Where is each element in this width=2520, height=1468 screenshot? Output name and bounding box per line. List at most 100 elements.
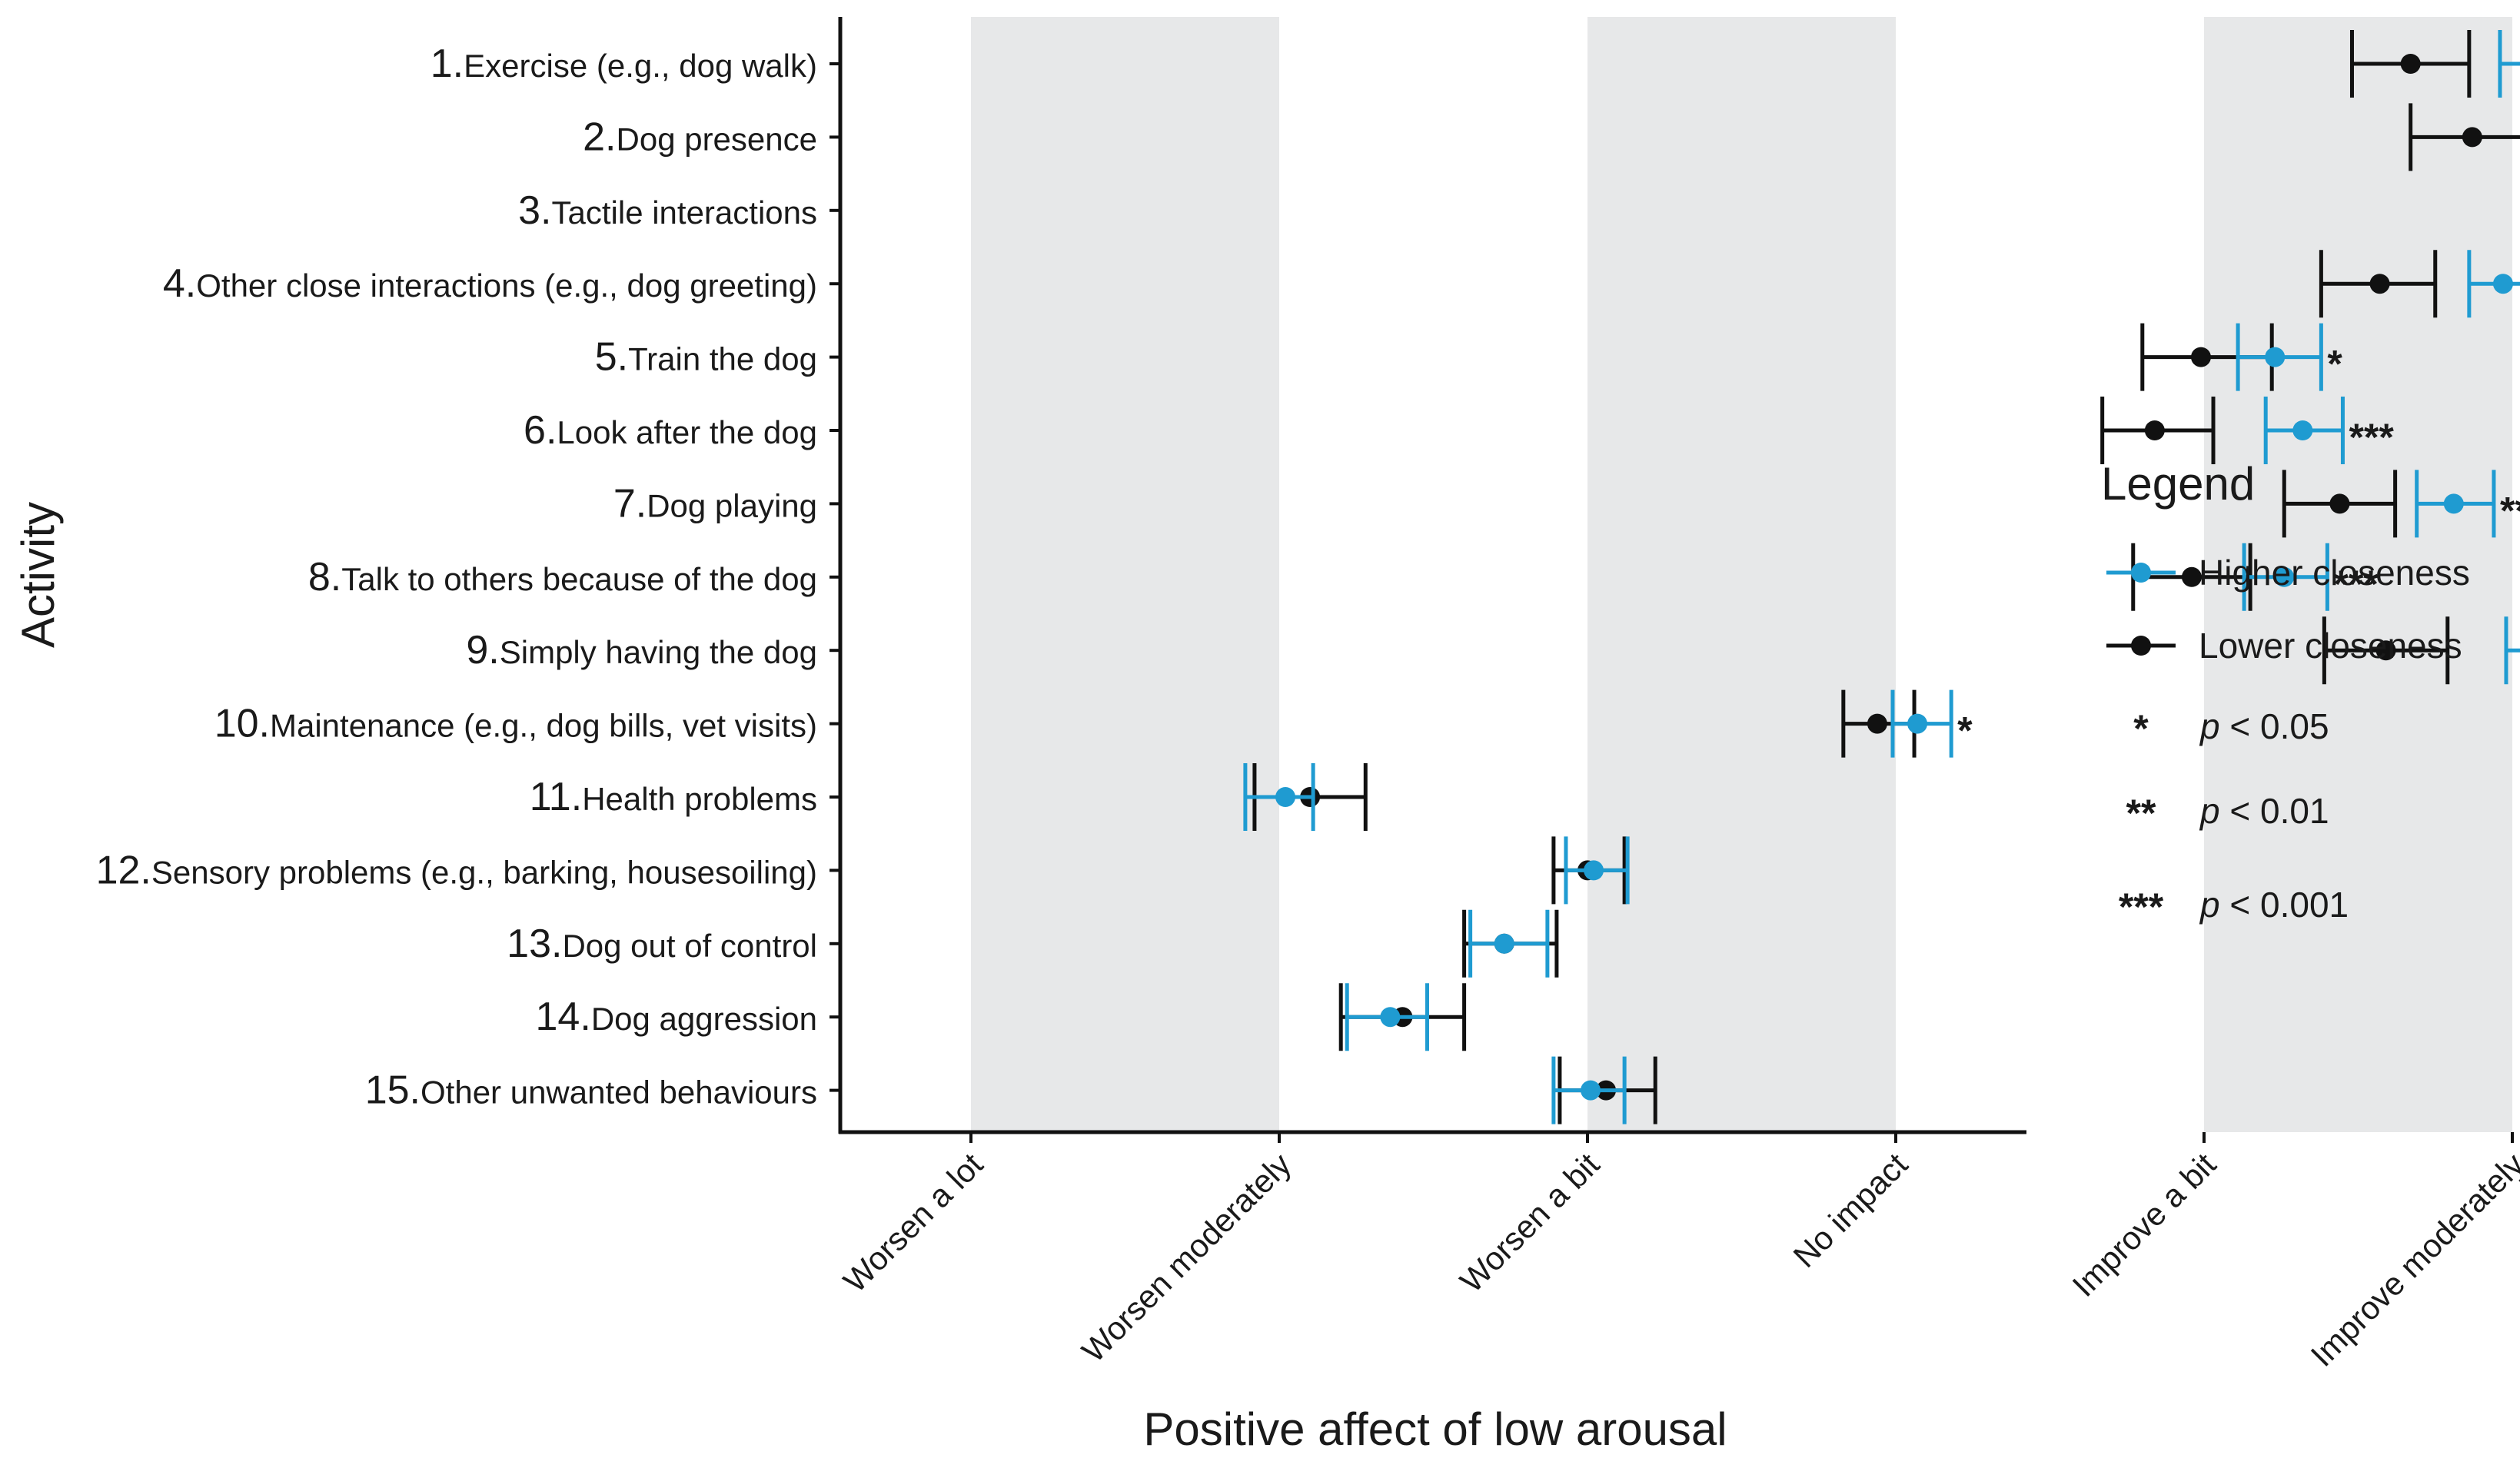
activity-number: 5. bbox=[595, 335, 628, 380]
data-point bbox=[1867, 713, 1887, 734]
y-axis-title: Activity bbox=[12, 502, 64, 648]
p-threshold: < 0.001 bbox=[2220, 885, 2349, 925]
data-point bbox=[2292, 420, 2313, 440]
y-tick-label: 7.Dog playing bbox=[613, 481, 817, 526]
activity-label: Dog playing bbox=[647, 487, 817, 523]
activity-label: Tactile interactions bbox=[552, 194, 818, 231]
activity-label: Health problems bbox=[582, 781, 817, 817]
y-tick-label: 2.Dog presence bbox=[583, 115, 817, 159]
shaded-band bbox=[1587, 17, 1896, 1132]
activity-label: Other unwanted behaviours bbox=[421, 1074, 817, 1111]
y-tick-label: 12.Sensory problems (e.g., barking, hous… bbox=[96, 848, 817, 892]
activity-number: 9. bbox=[466, 628, 499, 673]
p-symbol: p bbox=[2199, 791, 2220, 831]
activity-number: 14. bbox=[536, 995, 591, 1039]
activity-label: Maintenance (e.g., dog bills, vet visits… bbox=[270, 708, 817, 744]
data-point bbox=[1907, 713, 1928, 734]
legend-title: Legend bbox=[2101, 458, 2255, 510]
y-tick-label: 10.Maintenance (e.g., dog bills, vet vis… bbox=[214, 702, 817, 746]
p-symbol: p bbox=[2199, 885, 2220, 925]
y-tick-label: 3.Tactile interactions bbox=[518, 188, 817, 233]
data-point bbox=[2492, 274, 2513, 294]
activity-number: 3. bbox=[518, 188, 551, 233]
activity-number: 6. bbox=[524, 408, 557, 453]
data-point bbox=[1584, 860, 1604, 881]
legend-stars: ** bbox=[2126, 792, 2156, 835]
y-tick-label: 14.Dog aggression bbox=[536, 995, 817, 1039]
data-point bbox=[2190, 347, 2211, 367]
activity-number: 12. bbox=[96, 848, 151, 892]
activity-number: 7. bbox=[613, 481, 647, 526]
x-axis-tick-labels: Worsen a lot Worsen moderately Worsen a bi… bbox=[836, 1146, 2520, 1373]
x-tick-label: Worsen a lot bbox=[836, 1146, 990, 1300]
activity-label: Dog aggression bbox=[591, 1001, 817, 1037]
activity-number: 2. bbox=[583, 115, 616, 159]
p-threshold: < 0.05 bbox=[2220, 706, 2329, 746]
legend-stars: *** bbox=[2119, 885, 2164, 928]
background-bands bbox=[971, 17, 2512, 1132]
legend: Legend Higher closeness Lower closeness *… bbox=[2101, 458, 2470, 928]
activity-label: Look after the dog bbox=[557, 414, 817, 450]
data-point bbox=[2375, 640, 2396, 661]
data-point bbox=[2144, 420, 2165, 440]
significance-marker: *** bbox=[2500, 489, 2520, 532]
data-point bbox=[2181, 566, 2202, 587]
legend-series-label: Higher closeness bbox=[2199, 553, 2470, 593]
data-point bbox=[2265, 347, 2286, 367]
activity-number: 4. bbox=[163, 261, 196, 306]
significance-marker: * bbox=[1957, 709, 1973, 752]
data-point bbox=[1581, 1080, 1601, 1101]
activity-number: 13. bbox=[507, 922, 562, 966]
data-point bbox=[2274, 566, 2295, 587]
legend-key-point bbox=[2131, 563, 2151, 583]
data-point bbox=[2462, 127, 2482, 148]
activity-number: 10. bbox=[214, 702, 270, 746]
activity-label: Sensory problems (e.g., barking, houseso… bbox=[151, 854, 817, 890]
data-point bbox=[1275, 787, 1296, 807]
y-tick-label: 1.Exercise (e.g., dog walk) bbox=[431, 42, 817, 86]
significance-stars: ************************** bbox=[1957, 343, 2520, 752]
activity-label: Train the dog bbox=[628, 341, 817, 377]
data-point bbox=[1494, 933, 1514, 954]
y-tick-label: 5.Train the dog bbox=[595, 335, 817, 380]
shaded-band bbox=[971, 17, 1279, 1132]
legend-pvalue-label: p < 0.05 bbox=[2199, 706, 2329, 746]
activity-number: 1. bbox=[431, 42, 464, 86]
data-point bbox=[2329, 493, 2350, 514]
data-point bbox=[2443, 493, 2464, 514]
p-symbol: p bbox=[2199, 706, 2220, 746]
y-axis-tick-labels: 1.Exercise (e.g., dog walk) 2.Dog presenc… bbox=[96, 42, 817, 1113]
activity-label: Talk to others because of the dog bbox=[341, 561, 817, 597]
data-point bbox=[1380, 1007, 1401, 1028]
significance-marker: * bbox=[2327, 343, 2342, 386]
activity-label: Simply having the dog bbox=[500, 634, 817, 670]
activity-label: Exercise (e.g., dog walk) bbox=[464, 48, 817, 84]
x-tick-label: No impact bbox=[1786, 1146, 1914, 1274]
p-threshold: < 0.01 bbox=[2220, 791, 2329, 831]
y-tick-label: 9.Simply having the dog bbox=[466, 628, 817, 673]
y-tick-label: 11.Health problems bbox=[530, 775, 817, 819]
activity-number: 8. bbox=[308, 555, 341, 599]
legend-series-label: Lower closeness bbox=[2199, 626, 2462, 666]
x-tick-label: Worsen a bit bbox=[1453, 1146, 1607, 1300]
y-tick-label: 8.Talk to others because of the dog bbox=[308, 555, 817, 599]
axes bbox=[829, 17, 2514, 1143]
x-tick-label: Improve a bit bbox=[2065, 1146, 2222, 1304]
x-axis-title: Positive affect of low arousal bbox=[1143, 1403, 1727, 1455]
y-tick-label: 4.Other close interactions (e.g., dog gr… bbox=[163, 261, 817, 306]
significance-marker: *** bbox=[2349, 416, 2394, 459]
activity-label: Dog out of control bbox=[562, 928, 817, 964]
y-tick-label: 13.Dog out of control bbox=[507, 922, 817, 966]
data-point bbox=[2369, 274, 2390, 294]
x-tick-label: Improve moderately bbox=[2304, 1146, 2520, 1373]
data-point bbox=[2400, 54, 2421, 74]
legend-pvalue-label: p < 0.001 bbox=[2199, 885, 2349, 925]
shaded-band bbox=[2204, 17, 2512, 1132]
y-tick-label: 6.Look after the dog bbox=[524, 408, 817, 453]
y-tick-label: 15.Other unwanted behaviours bbox=[365, 1068, 817, 1113]
activity-number: 15. bbox=[365, 1068, 421, 1113]
legend-stars: * bbox=[2133, 707, 2149, 750]
legend-pvalue-label: p < 0.01 bbox=[2199, 791, 2329, 831]
activity-label: Other close interactions (e.g., dog gree… bbox=[196, 267, 817, 304]
